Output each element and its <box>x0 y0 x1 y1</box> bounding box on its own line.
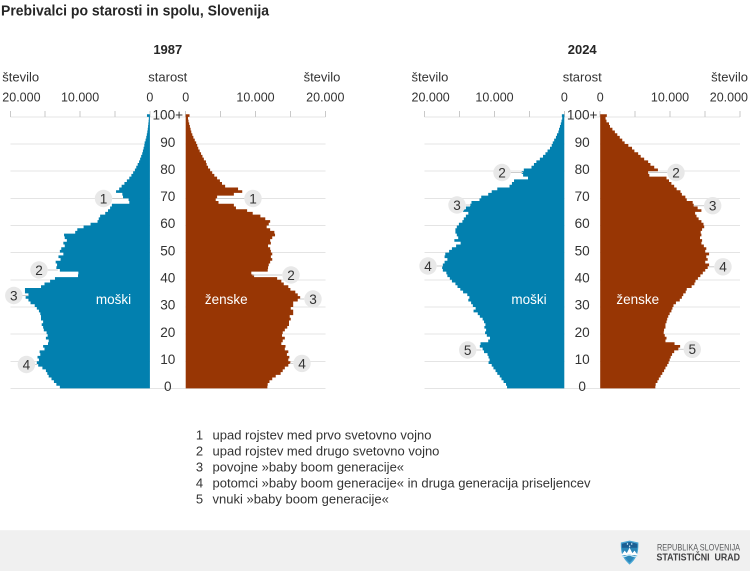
svg-text:3: 3 <box>309 292 317 307</box>
svg-text:40: 40 <box>160 271 176 286</box>
svg-text:3: 3 <box>453 198 461 213</box>
svg-text:100+: 100+ <box>567 108 598 123</box>
svg-text:0: 0 <box>597 91 604 105</box>
svg-text:20.000: 20.000 <box>306 91 344 105</box>
svg-text:20.000: 20.000 <box>412 91 450 105</box>
svg-text:80: 80 <box>575 162 591 177</box>
svg-text:0: 0 <box>561 91 568 105</box>
svg-text:starost: starost <box>563 70 602 85</box>
svg-text:70: 70 <box>575 189 591 204</box>
svg-text:60: 60 <box>575 216 591 231</box>
svg-text:1: 1 <box>249 191 257 206</box>
svg-text:20: 20 <box>160 325 176 340</box>
svg-text:5: 5 <box>689 342 697 357</box>
svg-text:5: 5 <box>464 343 472 358</box>
svg-text:2: 2 <box>498 165 506 180</box>
svg-text:3: 3 <box>196 459 203 474</box>
svg-text:2024: 2024 <box>568 42 598 57</box>
svg-text:20.000: 20.000 <box>2 91 40 105</box>
svg-text:2: 2 <box>35 263 43 278</box>
svg-text:50: 50 <box>160 243 176 258</box>
svg-text:vnuki »baby boom generacije«: vnuki »baby boom generacije« <box>213 491 389 506</box>
svg-text:REPUBLIKA SLOVENIJA: REPUBLIKA SLOVENIJA <box>657 542 740 552</box>
svg-text:80: 80 <box>160 162 176 177</box>
svg-text:90: 90 <box>575 135 591 150</box>
svg-text:2: 2 <box>287 268 295 283</box>
svg-text:0: 0 <box>146 91 153 105</box>
svg-text:potomci »baby boom generacije«: potomci »baby boom generacije« in druga … <box>213 475 591 490</box>
svg-text:število: število <box>711 70 748 85</box>
svg-text:20: 20 <box>575 325 591 340</box>
svg-text:30: 30 <box>160 298 176 313</box>
svg-text:2: 2 <box>196 443 203 458</box>
svg-text:povojne »baby boom generacije«: povojne »baby boom generacije« <box>213 459 405 474</box>
svg-text:4: 4 <box>23 357 31 372</box>
svg-text:70: 70 <box>160 189 176 204</box>
svg-text:število: število <box>304 70 341 85</box>
svg-text:0: 0 <box>578 379 586 394</box>
svg-text:90: 90 <box>160 135 176 150</box>
svg-text:10.000: 10.000 <box>651 91 689 105</box>
svg-text:STATISTIČNI URAD: STATISTIČNI URAD <box>657 551 741 563</box>
svg-text:5: 5 <box>196 491 203 506</box>
svg-text:1: 1 <box>100 191 108 206</box>
svg-text:1987: 1987 <box>153 42 182 57</box>
svg-text:10: 10 <box>575 352 591 367</box>
svg-text:50: 50 <box>575 243 591 258</box>
svg-text:4: 4 <box>196 475 203 490</box>
svg-text:0: 0 <box>182 91 189 105</box>
svg-text:število: število <box>412 70 449 85</box>
svg-text:Prebivalci po starosti in spol: Prebivalci po starosti in spolu, Sloveni… <box>1 3 270 19</box>
svg-text:moški: moški <box>96 292 131 307</box>
svg-text:upad rojstev med drugo svetovn: upad rojstev med drugo svetovno vojno <box>213 443 440 458</box>
svg-text:10.000: 10.000 <box>475 91 513 105</box>
svg-text:0: 0 <box>164 379 172 394</box>
svg-text:1: 1 <box>196 427 203 442</box>
svg-text:100+: 100+ <box>152 108 183 123</box>
svg-text:4: 4 <box>719 260 727 275</box>
svg-text:3: 3 <box>10 288 18 303</box>
svg-text:10.000: 10.000 <box>61 91 99 105</box>
svg-text:4: 4 <box>298 356 306 371</box>
svg-text:40: 40 <box>575 271 591 286</box>
svg-text:starost: starost <box>148 70 187 85</box>
svg-text:upad rojstev med prvo svetovno: upad rojstev med prvo svetovno vojno <box>213 427 432 442</box>
svg-text:60: 60 <box>160 216 176 231</box>
svg-text:ženske: ženske <box>616 292 659 307</box>
svg-text:3: 3 <box>709 199 717 214</box>
svg-text:4: 4 <box>424 259 432 274</box>
svg-text:število: število <box>2 70 39 85</box>
svg-text:moški: moški <box>511 292 546 307</box>
svg-text:10: 10 <box>160 352 176 367</box>
svg-text:30: 30 <box>575 298 591 313</box>
svg-text:20.000: 20.000 <box>710 91 748 105</box>
svg-text:ženske: ženske <box>205 292 248 307</box>
svg-text:10.000: 10.000 <box>236 91 274 105</box>
svg-text:2: 2 <box>672 165 680 180</box>
